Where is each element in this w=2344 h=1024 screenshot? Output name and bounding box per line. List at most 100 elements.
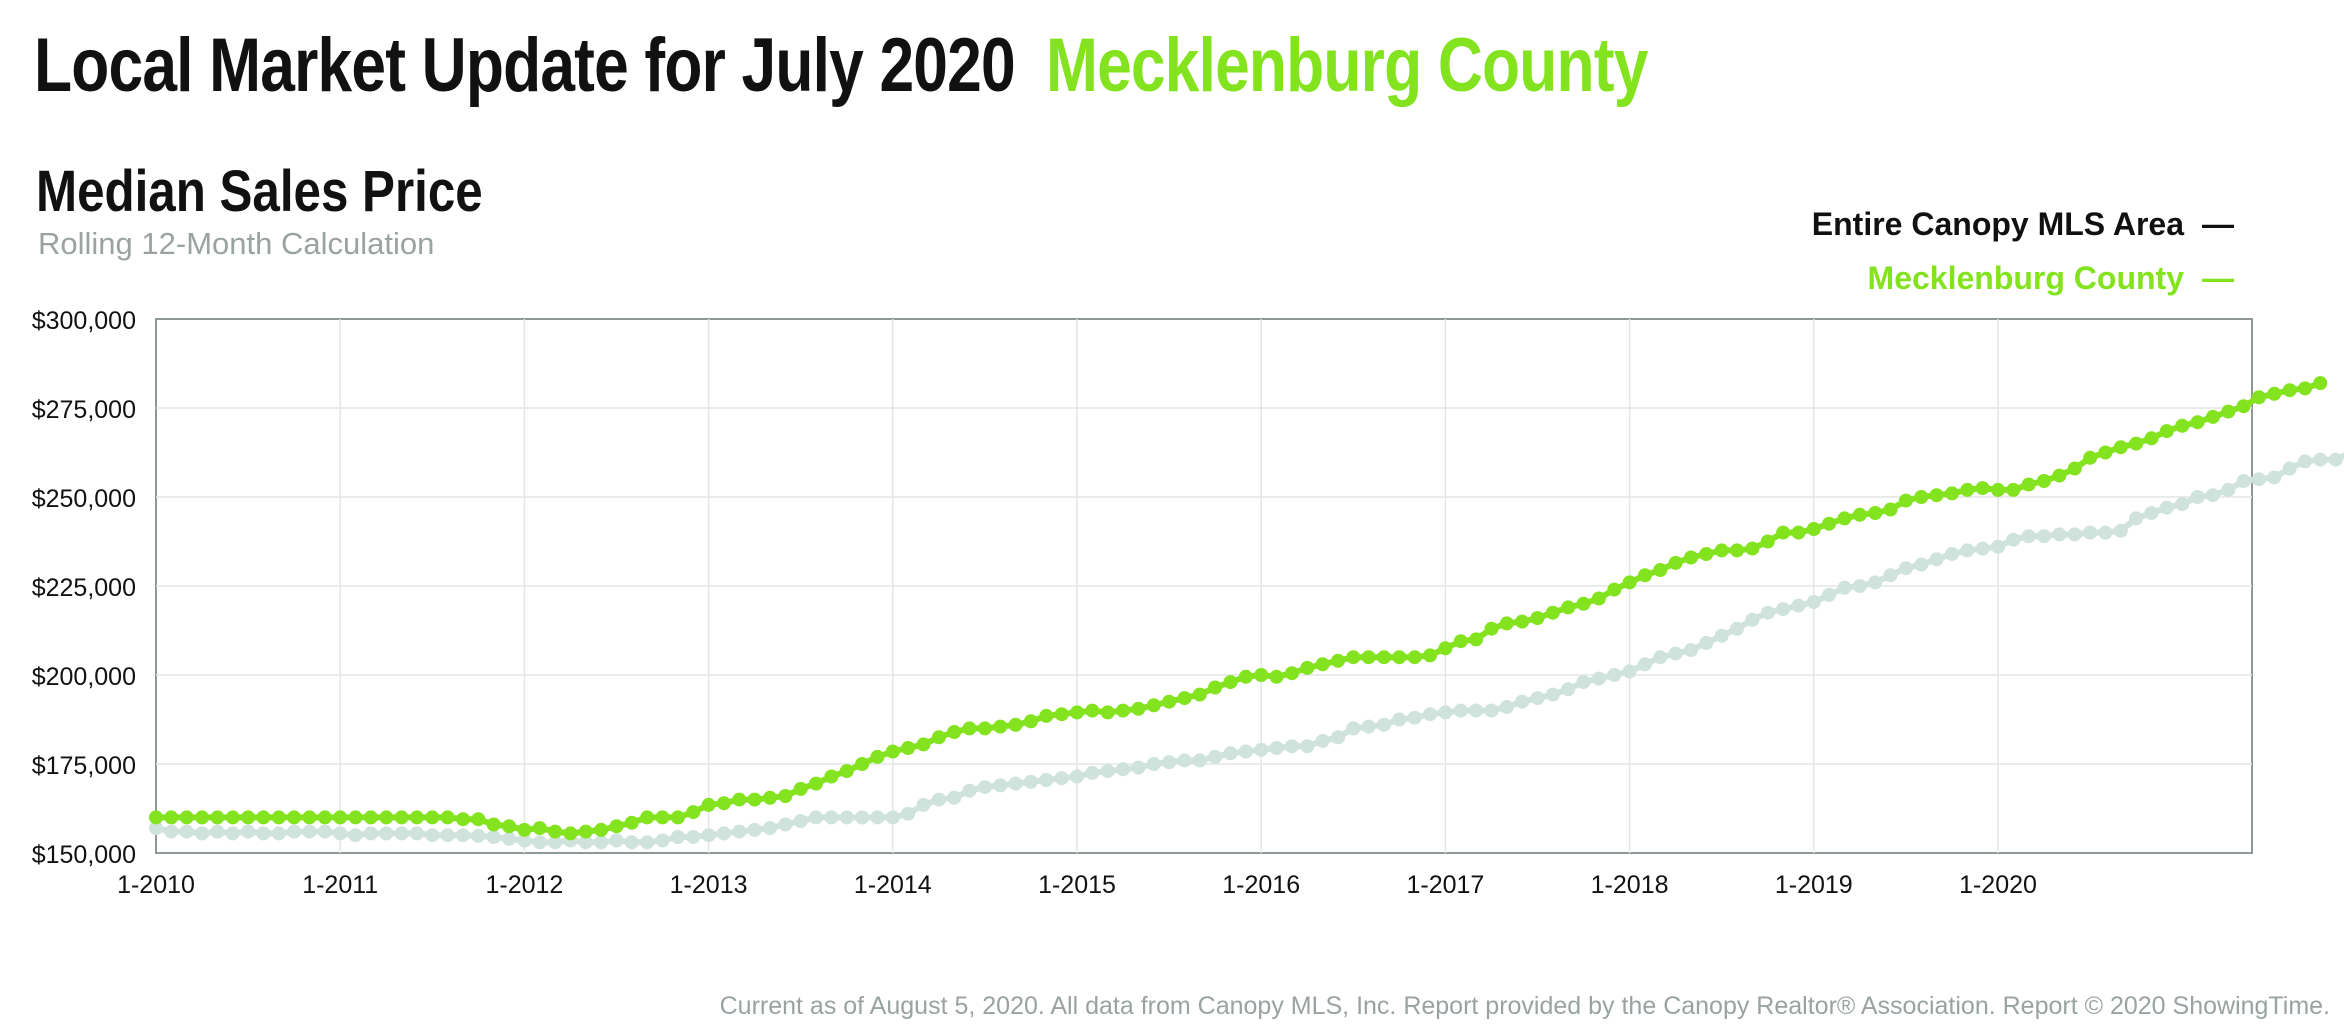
data-point-area [1238,744,1253,759]
data-point-county [809,776,823,791]
data-point-area [1638,657,1652,672]
data-point-county [1116,703,1130,718]
data-point-county [2067,461,2082,476]
data-point-county [716,796,731,811]
data-point-area [609,833,624,848]
data-point-area [1837,580,1852,595]
data-point-county [1269,669,1284,684]
data-point-county [670,810,685,825]
data-point-area [1699,636,1714,650]
data-point-county [1898,493,1913,508]
data-point-area [195,826,210,841]
data-point-area [2006,532,2021,547]
y-tick-label: $175,000 [32,752,136,780]
data-point-county [594,822,609,837]
data-point-area [1607,668,1622,682]
data-point-county [1653,563,1668,577]
data-point-county [1883,502,1898,517]
data-point-area [1515,694,1530,709]
data-point-county [1054,707,1069,722]
data-point-county [1192,687,1207,702]
chart-legend: Entire Canopy MLS Area — Mecklenburg Coun… [1812,206,2234,314]
data-point-area [686,830,701,844]
data-point-area [824,810,839,825]
data-point-county [1484,621,1499,636]
data-point-county [1760,534,1775,549]
data-point-county [2159,424,2174,439]
data-point-county [164,810,179,825]
footer-note: Current as of August 5, 2020. All data f… [719,992,2330,1020]
data-point-area [1177,753,1192,768]
data-point-county [348,810,363,825]
data-point-area [2144,506,2159,520]
x-tick-label: 1-2018 [1591,871,1669,899]
data-point-county [870,749,885,764]
data-point-county [2113,440,2128,455]
data-point-county [1607,582,1622,597]
data-point-county [901,741,916,755]
data-point-county [1315,657,1330,672]
data-point-area [1929,552,1944,567]
data-point-county [2052,468,2067,483]
data-point-area [1499,700,1514,714]
data-point-county [1975,481,1990,496]
x-tick-label: 1-2014 [854,871,932,899]
data-point-county [1392,650,1407,665]
data-point-area [1776,602,1791,617]
data-point-area [517,833,532,848]
data-point-county [1008,717,1023,732]
data-point-county [425,810,440,825]
data-point-county [271,810,286,825]
data-point-county [256,810,271,825]
data-point-area [1192,753,1207,768]
data-point-area [2067,527,2082,542]
data-point-area [1054,771,1069,786]
data-point-area [2129,511,2144,526]
data-point-county [1223,675,1238,690]
data-point-county [855,757,870,771]
data-point-area [1392,712,1407,727]
data-point-area [1868,575,1883,590]
data-point-area [885,810,900,825]
data-point-county [2221,404,2236,419]
data-point-area [1453,703,1468,718]
data-point-area [1423,707,1437,722]
data-point-county [548,824,563,839]
data-point-area [1745,612,1760,627]
data-point-county [701,797,716,812]
data-point-area [763,821,777,836]
data-point-area [624,835,639,850]
data-point-area [1100,764,1115,779]
data-point-county [486,817,501,832]
data-point-county [471,812,486,827]
data-point-area [1284,739,1299,754]
data-point-county [2251,390,2266,405]
x-tick-label: 1-2016 [1222,871,1300,899]
data-point-county [1515,614,1530,629]
data-point-area [2159,500,2174,515]
data-point-area [2313,452,2328,467]
data-point-area [1914,557,1929,572]
data-point-area [1377,717,1391,732]
data-point-county [2021,477,2036,492]
chart-title: Median Sales Price [36,159,483,224]
data-point-county [1960,482,1975,497]
data-point-area [486,830,501,844]
data-point-county [732,792,747,807]
data-point-area [2251,472,2266,487]
data-point-area [716,826,731,841]
data-point-county [578,824,593,839]
data-point-county [2282,383,2297,398]
data-point-area [793,814,808,828]
data-point-county [210,810,225,825]
data-point-county [1929,488,1944,503]
data-point-county [2144,431,2159,446]
data-point-county [993,719,1008,734]
data-point-county [2175,418,2190,433]
data-point-county [1423,648,1437,663]
legend-label-area: Entire Canopy MLS Area [1811,206,2184,242]
data-point-county [2083,450,2098,465]
data-point-county [1806,522,1821,536]
data-point-area [1346,721,1361,736]
data-point-county [1131,701,1146,716]
